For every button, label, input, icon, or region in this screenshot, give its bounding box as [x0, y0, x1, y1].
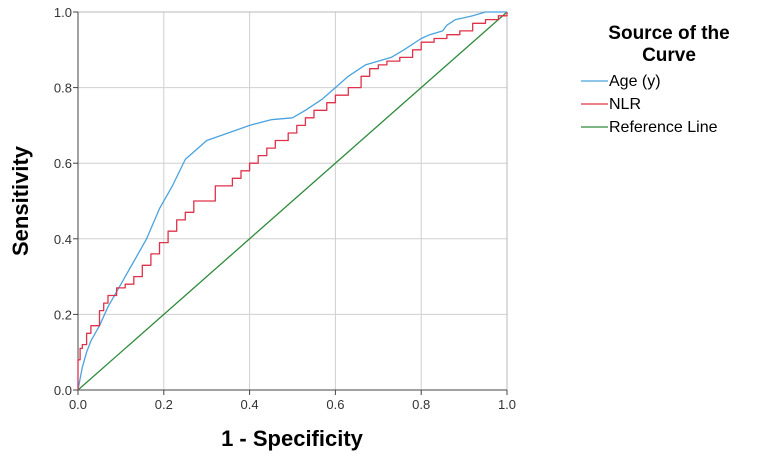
grid — [78, 12, 507, 390]
x-tick-label: 0.4 — [241, 397, 259, 412]
y-axis-title: Sensitivity — [8, 145, 33, 256]
series-line-reference-line — [77, 11, 508, 391]
legend-title-line-1: Source of the — [608, 23, 729, 44]
plot-frame — [77, 11, 508, 391]
x-tick-label: 0.0 — [69, 397, 87, 412]
x-tick-label: 0.2 — [155, 397, 173, 412]
series-group — [77, 11, 508, 391]
x-tick-label: 0.8 — [412, 397, 430, 412]
y-tick-label: 0.2 — [54, 307, 72, 322]
y-tick-label: 0.0 — [54, 383, 72, 398]
x-tick-label: 1.0 — [498, 397, 516, 412]
legend-title-line-2: Curve — [642, 45, 696, 66]
y-tick-label: 0.8 — [54, 81, 72, 96]
y-tick-label: 0.6 — [54, 156, 72, 171]
x-tick-label: 0.6 — [326, 397, 344, 412]
legend-label-reference-line: Reference Line — [609, 119, 718, 136]
series-line-age-y — [77, 11, 507, 391]
y-tick-label: 1.0 — [54, 5, 72, 20]
y-tick-label: 0.4 — [54, 232, 72, 247]
legend-label-age-y: Age (y) — [609, 73, 661, 90]
legend: Source of the Curve Age (y) NLR Reference … — [581, 23, 730, 136]
legend-label-nlr: NLR — [609, 96, 641, 113]
tick-labels: 0.0 0.2 0.4 0.6 0.8 1.0 0.0 0.2 0.4 0.6 0.8 1.0 — [54, 5, 516, 412]
x-axis-title: 1 - Specificity — [221, 426, 364, 451]
series-line-nlr — [77, 12, 508, 390]
